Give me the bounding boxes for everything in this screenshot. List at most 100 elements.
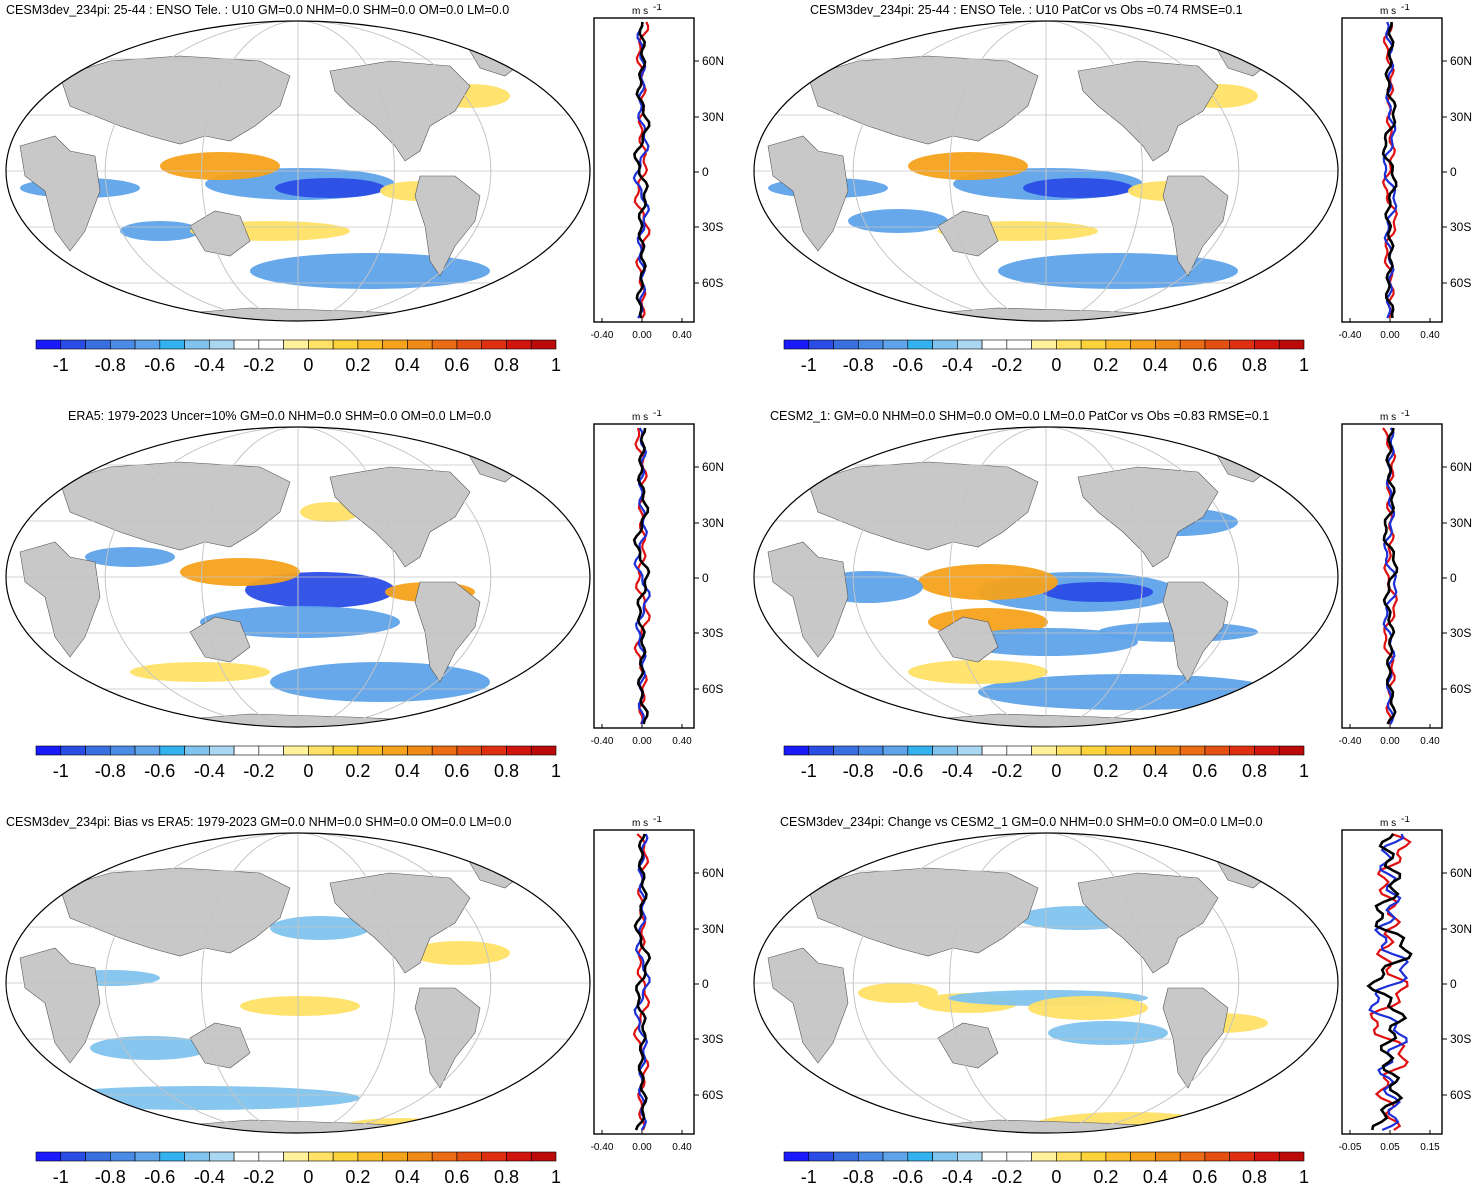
colorbar-label: -0.8: [95, 355, 126, 374]
colorbar-swatch: [60, 745, 86, 756]
graticule-lon: [852, 427, 1240, 727]
colorbar-label: 0: [303, 761, 313, 780]
map-content: [6, 21, 590, 321]
colorbar-swatch: [357, 745, 383, 756]
colorbar-label: 0.4: [1143, 355, 1168, 374]
colorbar-swatch: [233, 1151, 260, 1162]
land-mass: [189, 210, 251, 257]
colorbar-label: -1: [801, 1167, 817, 1186]
zonal-mean-line: [1381, 21, 1398, 319]
map-border: [753, 20, 1339, 322]
land-mass: [19, 541, 101, 658]
colorbar-swatch: [1254, 339, 1280, 350]
colorbar-label: -0.6: [144, 761, 175, 780]
colorbar-swatch: [382, 745, 408, 756]
land-mass: [329, 60, 471, 162]
colorbar-swatch: [407, 339, 433, 350]
zonal-ytick-label: 30N: [702, 922, 724, 936]
anomaly-contour: [275, 178, 385, 198]
colorbar-swatch: [1006, 339, 1032, 350]
map-title: CESM3dev_234pi: 25-44 : ENSO Tele. : U10…: [6, 3, 510, 17]
colorbar-swatch: [907, 339, 933, 350]
zonal-mean-plot: m s -1 60N 30N 0 30S 60S -0.40 0.00 0.40: [1339, 4, 1472, 341]
colorbar-swatch: [530, 1151, 557, 1162]
zonal-unit: m s: [632, 818, 648, 829]
anomaly-contour: [120, 221, 200, 241]
colorbar-label: -0.8: [95, 761, 126, 780]
colorbar-swatch: [1006, 745, 1032, 756]
colorbar-swatch: [357, 339, 383, 350]
colorbar-swatch: [1204, 745, 1231, 756]
anomaly-contour: [918, 564, 1058, 600]
world-map: [753, 20, 1339, 322]
zonal-xtick-label: 0.40: [1420, 736, 1440, 747]
anomaly-contour: [200, 606, 400, 638]
colorbar-label: 0.2: [1093, 761, 1118, 780]
zonal-xtick-label: 0.00: [632, 1142, 652, 1153]
colorbar-label: 0.6: [1192, 1167, 1217, 1186]
colorbar-label: -0.6: [144, 355, 175, 374]
zonal-ytick-label: 60S: [702, 682, 723, 696]
land-mass: [59, 867, 291, 957]
zonal-ytick-label: 0: [702, 977, 709, 991]
land-mass: [19, 947, 101, 1064]
zonal-xtick-label: -0.40: [591, 330, 614, 341]
anomaly-contour: [130, 662, 270, 682]
anomaly-contour: [85, 547, 175, 567]
colorbar-swatch: [85, 745, 111, 756]
colorbar-swatch: [407, 745, 433, 756]
graticule-lon: [949, 427, 1143, 727]
colorbar-swatch: [109, 339, 136, 350]
land-mass: [1162, 987, 1229, 1089]
zonal-xtick-label: 0.40: [672, 736, 692, 747]
zonal-xtick-label: 0.00: [632, 330, 652, 341]
zonal-xtick-label: -0.40: [1339, 736, 1362, 747]
colorbar-swatch: [1105, 339, 1131, 350]
zonal-mean-line: [633, 833, 652, 1131]
colorbar-label: 0.2: [1093, 1167, 1118, 1186]
land-mass: [767, 947, 849, 1064]
zonal-xtick-label: 0.00: [632, 736, 652, 747]
zonal-mean-plot: m s -1 60N 30N 0 30S 60S -0.40 0.00 0.40: [591, 410, 724, 747]
colorbar-swatch: [882, 1151, 909, 1162]
zonal-ytick-label: 60N: [1450, 460, 1472, 474]
land-mass: [1077, 60, 1219, 162]
colorbar-swatch: [907, 745, 933, 756]
colorbar-swatch: [808, 745, 834, 756]
colorbar-swatch: [35, 745, 62, 756]
colorbar-swatch: [283, 745, 309, 756]
zonal-mean-line: [1382, 427, 1399, 725]
colorbar-swatch: [431, 1151, 458, 1162]
colorbar-swatch: [209, 745, 235, 756]
colorbar-swatch: [134, 745, 161, 756]
colorbar: -1 -0.8 -0.6 -0.4 -0.2 0 0.2 0.4 0.6 0.8 1: [35, 1151, 561, 1186]
colorbar-label: 0.6: [444, 761, 469, 780]
world-map: [753, 832, 1339, 1134]
colorbar-swatch: [1006, 1151, 1032, 1162]
panel-1: CESM3dev_234pi: 25-44 : ENSO Tele. : U10…: [0, 0, 741, 395]
world-map: [5, 20, 591, 322]
anomaly-contour: [908, 152, 1028, 180]
colorbar-swatch: [60, 1151, 86, 1162]
land-mass: [767, 135, 849, 252]
colorbar-swatch: [957, 1151, 983, 1162]
colorbar-swatch: [1155, 339, 1181, 350]
colorbar-label: -1: [801, 355, 817, 374]
land-mass: [937, 616, 999, 663]
colorbar-swatch: [456, 339, 483, 350]
colorbar-swatch: [1155, 745, 1181, 756]
anomaly-contour: [270, 916, 370, 940]
map-title: ERA5: 1979-2023 Uncer=10% GM=0.0 NHM=0.0…: [68, 409, 492, 423]
zonal-mean-line: [632, 427, 651, 725]
zonal-mean-line: [1366, 833, 1413, 1131]
anomaly-contour: [858, 983, 938, 1003]
colorbar-swatch: [882, 339, 909, 350]
zonal-ytick-label: 30S: [1450, 1032, 1471, 1046]
colorbar-label: 0: [1051, 761, 1061, 780]
colorbar-swatch: [456, 745, 483, 756]
map-border: [753, 426, 1339, 728]
land-mass: [937, 1022, 999, 1069]
colorbar-swatch: [481, 1151, 507, 1162]
zonal-unit-exponent: -1: [1401, 816, 1410, 825]
colorbar-swatch: [308, 1151, 334, 1162]
